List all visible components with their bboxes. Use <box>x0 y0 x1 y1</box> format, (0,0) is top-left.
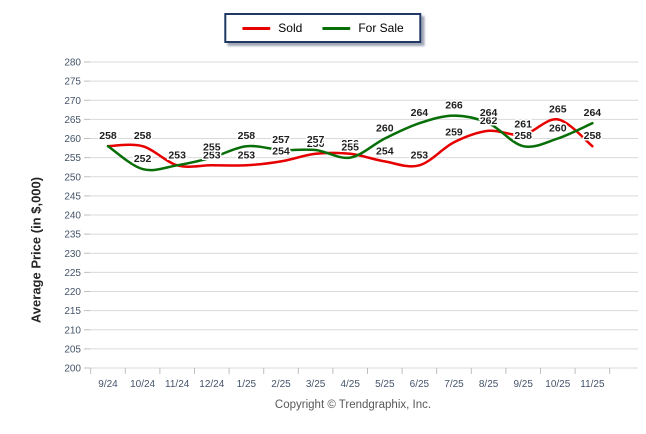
x-tick-label: 5/25 <box>375 379 395 390</box>
x-tick-label: 11/24 <box>165 379 190 390</box>
point-label-for-sale: 258 <box>99 130 117 142</box>
point-label-sold: 254 <box>376 145 394 157</box>
point-label-for-sale: 253 <box>168 149 186 161</box>
x-tick-label: 1/25 <box>237 379 257 390</box>
point-label-for-sale: 260 <box>549 123 567 135</box>
point-label-sold: 258 <box>584 130 602 142</box>
y-tick-label: 200 <box>64 364 81 375</box>
point-label-sold: 256 <box>307 138 325 150</box>
point-label-sold: 253 <box>203 149 221 161</box>
x-tick-label: 12/24 <box>199 379 224 390</box>
y-tick-label: 205 <box>64 344 81 355</box>
y-tick-label: 260 <box>64 134 81 145</box>
x-tick-label: 3/25 <box>306 379 326 390</box>
y-tick-label: 210 <box>64 325 81 336</box>
point-label-for-sale: 264 <box>480 107 498 119</box>
point-label-sold: 259 <box>445 126 463 138</box>
y-tick-label: 250 <box>64 172 81 183</box>
y-tick-label: 235 <box>64 230 81 241</box>
point-label-for-sale: 264 <box>411 107 429 119</box>
y-tick-label: 275 <box>64 77 81 88</box>
y-tick-label: 245 <box>64 191 81 202</box>
y-axis-title: Average Price (in $,000) <box>28 176 44 324</box>
point-label-for-sale: 257 <box>307 134 325 146</box>
sold-line-swatch <box>242 26 271 30</box>
point-label-sold: 256 <box>341 138 359 150</box>
point-label-sold: 253 <box>238 149 256 161</box>
point-label-for-sale: 255 <box>341 142 359 154</box>
point-label-sold: 261 <box>514 119 532 131</box>
y-tick-label: 220 <box>64 287 81 298</box>
legend-item-for-sale: For Sale <box>322 21 404 35</box>
x-tick-label: 9/24 <box>98 379 118 390</box>
copyright-text: Copyright © Trendgraphix, Inc. <box>274 399 432 411</box>
legend-label-for-sale: For Sale <box>358 21 404 35</box>
x-tick-label: 10/24 <box>130 379 155 390</box>
point-label-sold: 253 <box>168 149 186 161</box>
point-label-for-sale: 252 <box>134 153 152 165</box>
point-label-sold: 258 <box>134 130 152 142</box>
x-tick-label: 7/25 <box>444 379 464 390</box>
grid-and-axes: 200 205 210 215 220 225 230 235 240 245 250 255 260 2… <box>64 58 638 390</box>
point-label-for-sale: 257 <box>272 134 290 146</box>
point-label-for-sale: 260 <box>376 123 394 135</box>
point-label-sold: 265 <box>549 103 567 115</box>
y-tick-label: 280 <box>64 58 81 69</box>
x-tick-label: 2/25 <box>271 379 291 390</box>
y-tick-label: 255 <box>64 153 81 164</box>
y-tick-label: 240 <box>64 211 81 222</box>
y-tick-label: 230 <box>64 249 81 260</box>
x-tick-label: 11/25 <box>580 379 605 390</box>
x-tick-label: 6/25 <box>410 379 430 390</box>
x-tick-label: 9/25 <box>513 379 533 390</box>
series-lines <box>106 114 594 172</box>
y-tick-label: 215 <box>64 306 81 317</box>
point-label-for-sale: 255 <box>203 142 221 154</box>
point-label-for-sale: 258 <box>514 130 532 142</box>
point-label-for-sale: 264 <box>584 107 602 119</box>
series-line-for-sale <box>106 114 594 172</box>
x-tick-label: 8/25 <box>479 379 499 390</box>
point-label-for-sale: 266 <box>445 100 463 112</box>
point-label-sold: 254 <box>272 145 290 157</box>
legend: Sold For Sale <box>224 13 422 43</box>
legend-label-sold: Sold <box>278 21 303 35</box>
series-line-sold <box>106 118 594 168</box>
for-sale-line-swatch <box>322 26 351 30</box>
point-label-sold: 262 <box>480 115 498 127</box>
point-label-sold: 258 <box>99 130 117 142</box>
point-label-sold: 253 <box>411 149 429 161</box>
y-tick-label: 265 <box>64 115 81 126</box>
point-label-for-sale: 258 <box>238 130 256 142</box>
y-tick-label: 270 <box>64 96 81 107</box>
x-tick-label: 4/25 <box>340 379 360 390</box>
legend-item-sold: Sold <box>242 22 302 34</box>
y-tick-label: 225 <box>64 268 81 279</box>
x-tick-label: 10/25 <box>545 379 570 390</box>
